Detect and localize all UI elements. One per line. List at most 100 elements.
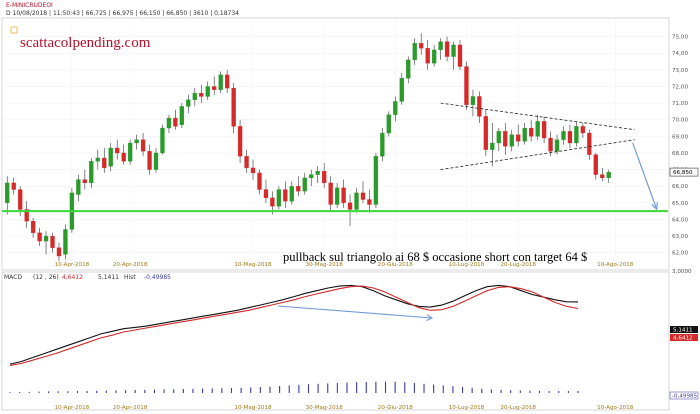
price-x-axis: 10-Apr-2018 20-Apr-2018 10-Mag-2018 30-Mag-… [55,262,634,268]
candle-body [309,174,314,179]
candle-down [102,147,107,173]
candles [5,33,611,262]
candle-body [509,134,514,147]
candle-up [276,186,282,210]
candle-down [425,39,430,70]
candle-body [115,147,120,154]
candle-body [179,106,185,125]
candle-up [451,41,456,70]
macd-hist-bar [500,389,502,393]
price-x-tick: 20-Giu-2018 [378,262,413,268]
candle-down [30,217,36,238]
macd-hist-bar [327,383,329,393]
candle-body [567,131,573,144]
candle-down [37,227,42,247]
price-panel-frame [1,17,670,271]
candle-body [108,147,113,167]
candle-up [127,139,133,165]
price-y-tick: 73,00 [672,68,688,74]
candle-body [490,142,495,150]
macd-hist-bar [558,391,560,393]
candle-down [516,124,521,147]
candle-down [296,176,301,197]
candle-body [192,92,197,100]
candle-body [477,96,482,117]
candle-body [464,66,469,105]
candle-up [470,89,476,117]
candle-down [115,139,120,160]
macd-hist-bar [365,382,367,393]
candle-up [63,224,68,260]
macd-x-axis: 10-Apr-2018 20-Apr-2018 10-Mag-2018 30-Mag-… [55,405,634,411]
candle-down [283,181,288,208]
candle-down [444,36,450,62]
macd-hist-bar [567,391,569,393]
candle-up [192,88,197,107]
candle-down [600,167,605,182]
candle-body [63,229,68,255]
macd-x-tick: 10-Lug-2018 [449,405,485,411]
candle-up [186,94,191,114]
candle-body [43,235,49,242]
price-y-tick: 65,00 [672,201,688,207]
macd-divergence-arrow-shaft [277,305,433,319]
candle-body [470,96,476,105]
candle-body [606,171,611,179]
candle-body [328,182,333,205]
macd-hist-bar [298,384,300,393]
macd-histogram [9,381,579,393]
candle-up [218,71,223,94]
macd-hist-bar [384,381,387,393]
macd-hist-bar [577,391,579,393]
macd-hist-bar [28,391,30,393]
projection-arrow-head [651,202,658,211]
macd-hist-bar [471,387,473,393]
candle-down [237,119,243,163]
candle-down [147,144,152,175]
candle-up [134,134,139,150]
candle-up [309,169,314,187]
candle-up [354,187,359,213]
macd-hist-bar [202,388,204,393]
price-x-tick: 10-Ago-2018 [597,262,634,268]
macd-hist-bar [67,391,69,393]
macd-hist-bar [288,385,290,393]
candle-body [160,127,165,154]
macd-series-signal [9,285,579,366]
symbol-title: E-MINICRUDEOI [6,2,53,9]
price-x-tick: 20-Lug-2018 [500,262,536,268]
macd-hist-bar [240,387,242,393]
macd-value-3: -0,49985 [144,274,171,281]
macd-hist-bar [86,390,88,393]
candle-down [483,109,489,157]
macd-panel: MACD (12 , 26) 4,6412 5,1411 Hist -0,499… [1,269,699,411]
candle-body [121,152,126,162]
macd-hist-bar [105,390,107,393]
candle-body [431,49,437,64]
price-y-tick: 71,00 [672,101,688,107]
macd-hist-bar [38,391,40,393]
macd-hist-bar [529,390,531,393]
macd-hist-bar [9,392,11,393]
macd-hist-bar [173,389,175,393]
macd-hist-bar [548,391,550,393]
candle-body [140,139,146,152]
candle-body [360,192,366,200]
macd-hist-bar [481,388,483,393]
candle-body [322,171,327,184]
macd-hist-value: -0,49985 [672,394,698,400]
candle-body [173,117,178,127]
candle-up [574,121,579,147]
macd-x-tick: 20-Lug-2018 [500,405,536,411]
candle-body [30,220,36,233]
candle-up [412,38,417,65]
candle-up [302,172,307,195]
candle-body [593,154,598,175]
macd-hist-bar [413,383,415,393]
macd-value-1: 4,6412 [62,274,83,281]
macd-y-tick: 3,0000 [672,269,692,275]
candle-body [37,232,42,242]
candle-down [528,119,534,142]
candle-body [166,117,172,129]
price-y-tick: 70,00 [672,118,688,124]
